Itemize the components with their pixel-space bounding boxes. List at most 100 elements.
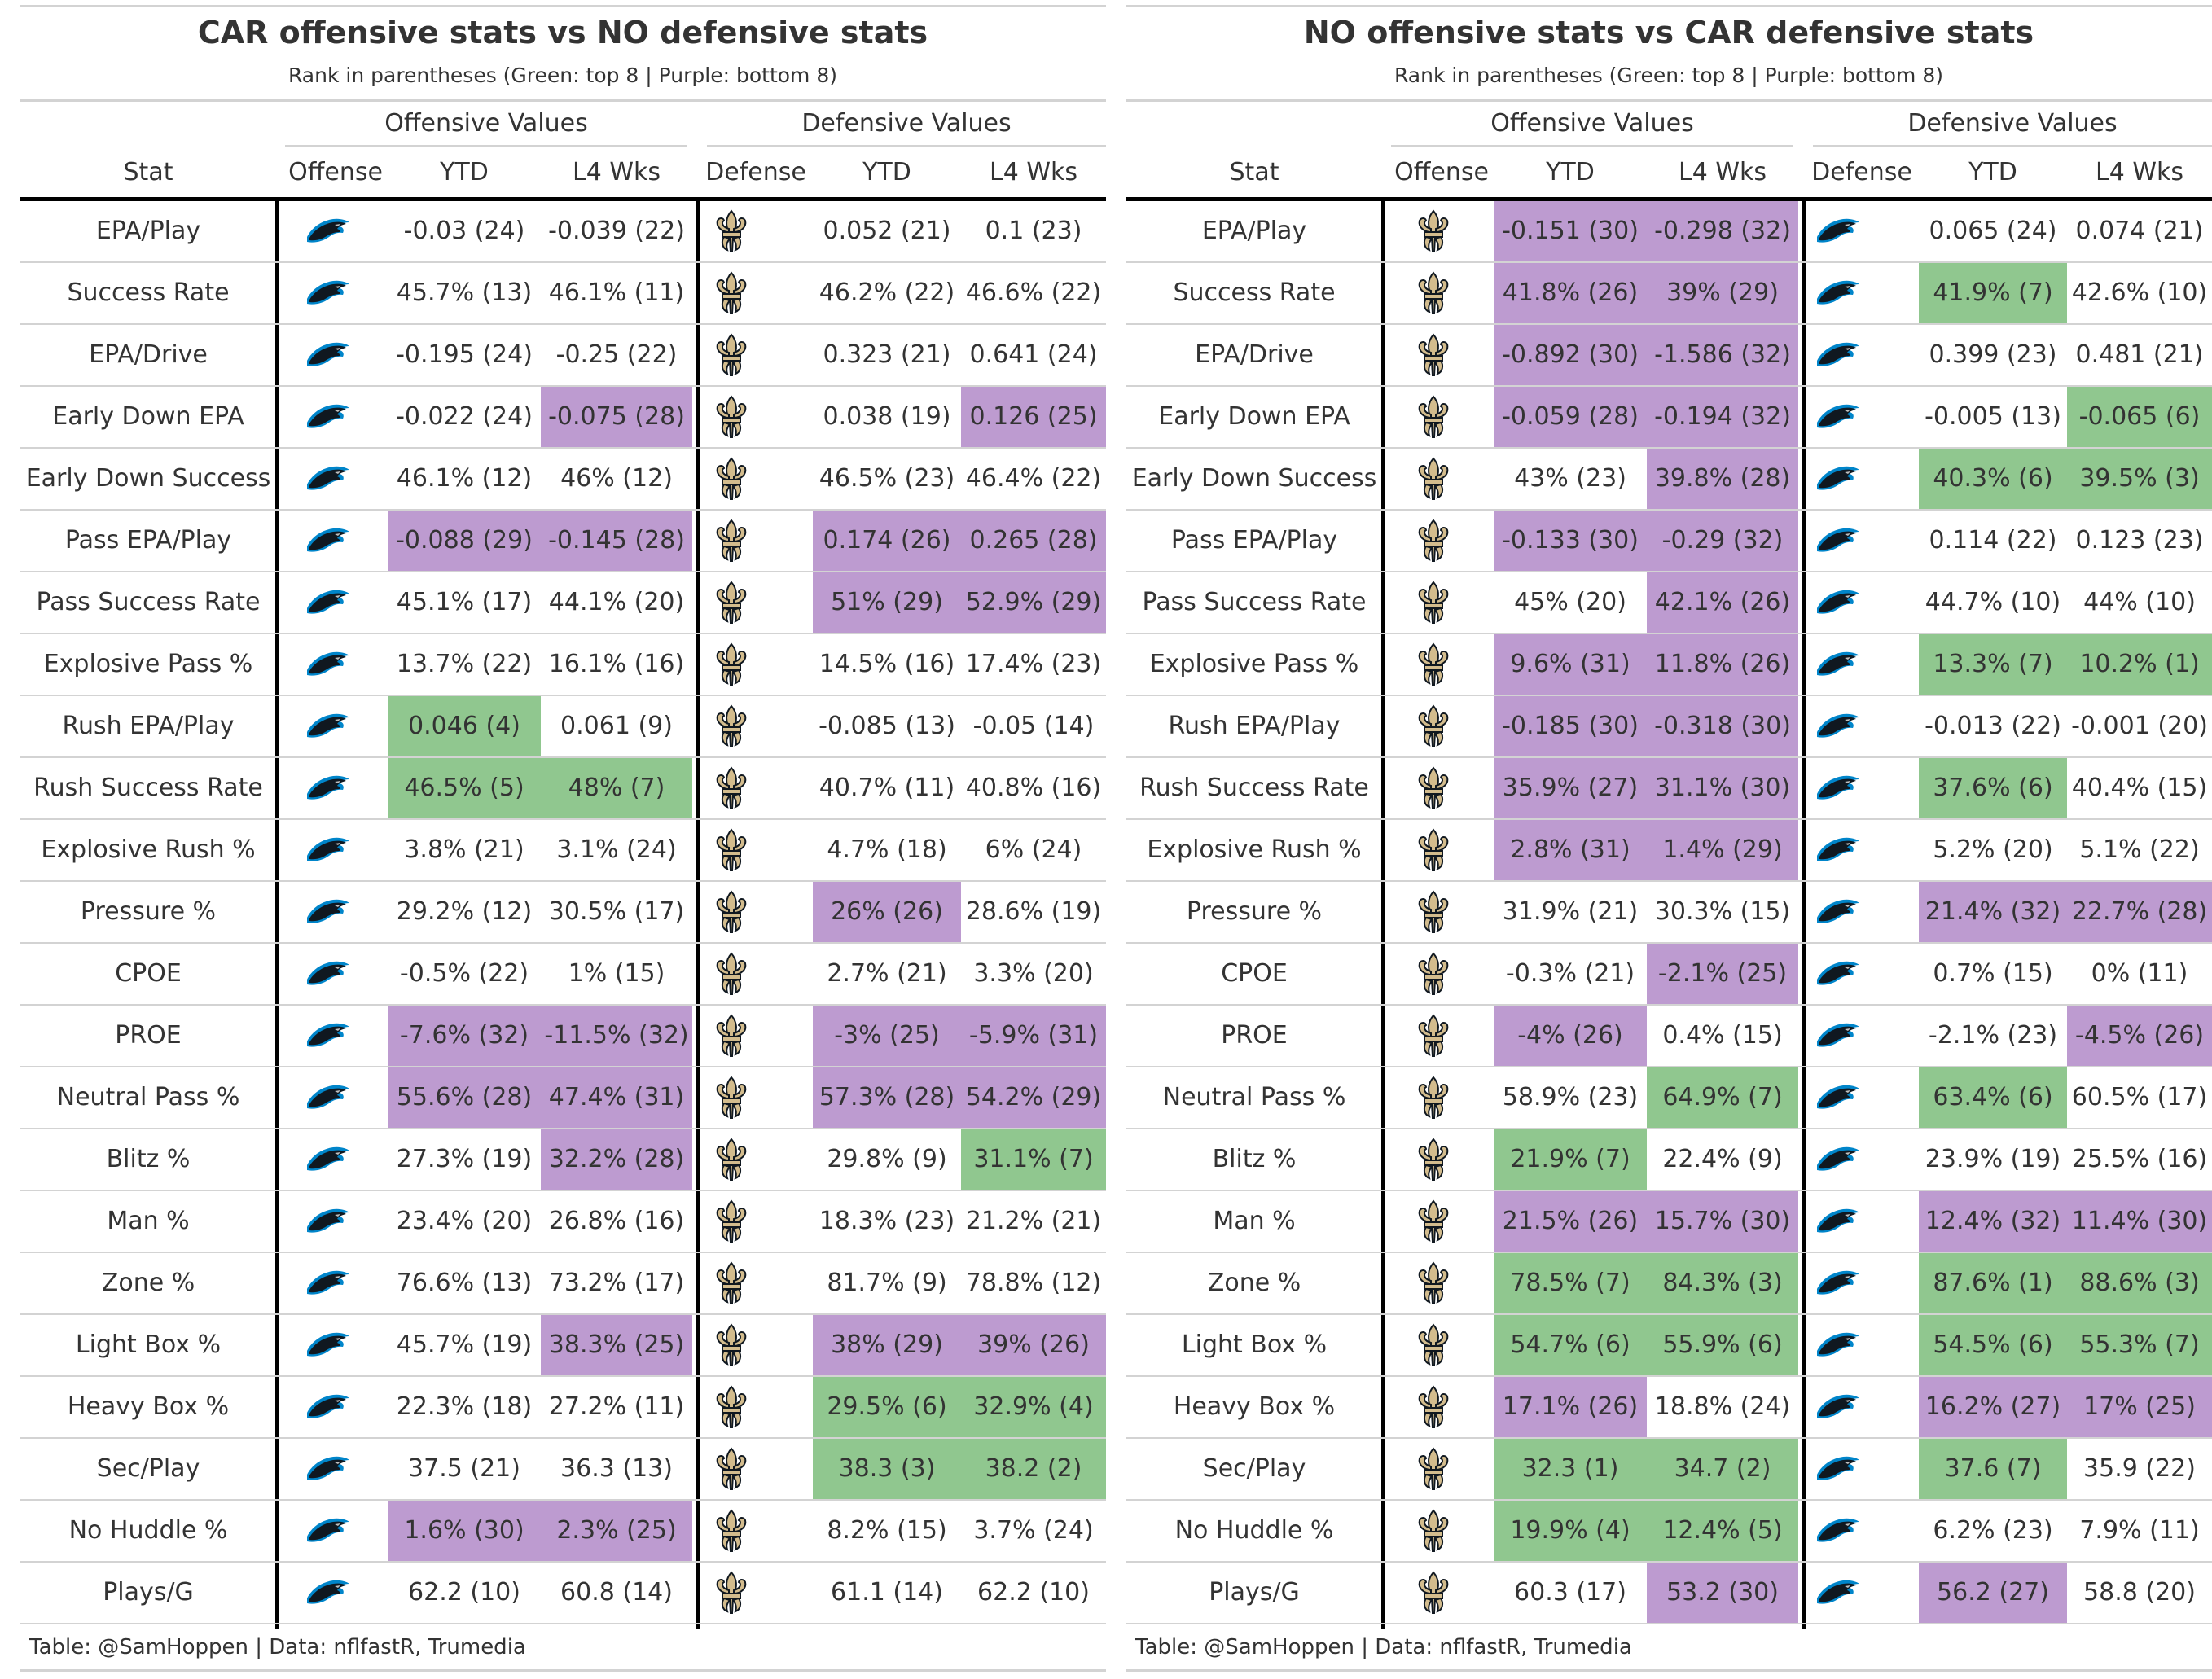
panthers-logo-icon	[279, 634, 376, 695]
offense-l4-value: 39.8% (28)	[1647, 449, 1798, 509]
panthers-logo-icon	[279, 1006, 376, 1066]
offense-l4-value: 30.5% (17)	[548, 897, 685, 926]
offense-l4-value: -0.318 (30)	[1647, 696, 1798, 756]
defense-ytd-value: 0.038 (19)	[823, 402, 951, 431]
saints-fleur-de-lis-icon	[1385, 1377, 1482, 1437]
offense-l4-value: -1.586 (32)	[1647, 325, 1798, 385]
stat-name: No Huddle %	[68, 1516, 228, 1545]
defense-ytd-value: 8.2% (15)	[827, 1516, 947, 1545]
table-row: Plays/G 62.2 (10) 60.8 (14) 61.1 (14) 62.2 (…	[20, 1563, 1106, 1624]
offense-ytd-value: 21.9% (7)	[1494, 1129, 1647, 1190]
offense-ytd-value: -0.022 (24)	[396, 402, 533, 431]
stat-name: Pass Success Rate	[1142, 588, 1367, 616]
saints-fleur-de-lis-icon	[699, 758, 764, 818]
panthers-logo-icon	[1805, 1129, 1870, 1190]
offense-ytd-value: 46.1% (12)	[396, 464, 533, 493]
stat-name: Early Down EPA	[1158, 402, 1350, 431]
saints-fleur-de-lis-icon	[699, 449, 764, 509]
defense-l4-value: -5.9% (31)	[961, 1006, 1106, 1066]
stat-name: Plays/G	[1209, 1578, 1300, 1607]
saints-fleur-de-lis-icon	[699, 1501, 764, 1561]
col-header-def-ytd: YTD	[1968, 158, 2017, 186]
spanner-offensive-values: Offensive Values	[1391, 109, 1793, 147]
offense-ytd-value: -0.892 (30)	[1494, 325, 1647, 385]
defense-ytd-value: 0.114 (22)	[1929, 526, 2057, 555]
defense-l4-value: 58.8 (20)	[2083, 1578, 2196, 1607]
saints-fleur-de-lis-icon	[1385, 1191, 1482, 1252]
defense-l4-value: 88.6% (3)	[2067, 1253, 2212, 1313]
table-row: EPA/Drive -0.195 (24) -0.25 (22) 0.323 (21)…	[20, 325, 1106, 387]
offense-ytd-value: -0.185 (30)	[1494, 696, 1647, 756]
stat-name: Explosive Pass %	[1149, 650, 1359, 678]
offense-l4-value: 15.7% (30)	[1647, 1191, 1798, 1252]
offense-l4-value: 12.4% (5)	[1647, 1501, 1798, 1561]
offense-l4-value: 64.9% (7)	[1647, 1067, 1798, 1128]
offense-l4-value: 26.8% (16)	[548, 1207, 685, 1235]
offense-ytd-value: 37.5 (21)	[408, 1454, 520, 1483]
saints-fleur-de-lis-icon	[1385, 1006, 1482, 1066]
stat-name: CPOE	[115, 959, 182, 988]
panthers-logo-icon	[279, 944, 376, 1004]
defense-l4-value: 10.2% (1)	[2067, 634, 2212, 695]
defense-ytd-value: 13.3% (7)	[1919, 634, 2067, 695]
table-row: Explosive Rush % 3.8% (21) 3.1% (24) 4.7% (…	[20, 820, 1106, 882]
saints-fleur-de-lis-icon	[699, 1191, 764, 1252]
table-row: Success Rate 41.8% (26) 39% (29) 41.9% (7) 4…	[1126, 263, 2212, 325]
car-offense-table-panel: CAR offensive stats vs NO defensive stat…	[20, 0, 1124, 1679]
saints-fleur-de-lis-icon	[1385, 1501, 1482, 1561]
offense-ytd-value: 60.3 (17)	[1514, 1578, 1626, 1607]
offense-ytd-value: -4% (26)	[1494, 1006, 1647, 1066]
defense-l4-value: 22.7% (28)	[2067, 882, 2212, 942]
offense-l4-value: 22.4% (9)	[1662, 1145, 1783, 1173]
saints-fleur-de-lis-icon	[699, 820, 764, 880]
divider-offense	[275, 201, 279, 1629]
defense-ytd-value: 26% (26)	[813, 882, 961, 942]
offense-ytd-value: -0.5% (22)	[399, 959, 529, 988]
col-header-off-l4: L4 Wks	[572, 158, 661, 186]
defense-ytd-value: 21.4% (32)	[1919, 882, 2067, 942]
defense-l4-value: 44% (10)	[2083, 588, 2196, 616]
stat-name: Rush EPA/Play	[1168, 712, 1341, 740]
offense-l4-value: -0.145 (28)	[541, 511, 692, 571]
table-row: Pass EPA/Play -0.133 (30) -0.29 (32) 0.114 …	[1126, 511, 2212, 572]
table-row: No Huddle % 1.6% (30) 2.3% (25) 8.2% (15) 3.…	[20, 1501, 1106, 1563]
panthers-logo-icon	[1805, 387, 1870, 447]
defense-l4-value: -0.05 (14)	[972, 712, 1095, 740]
offense-ytd-value: 13.7% (22)	[396, 650, 533, 678]
offense-l4-value: 42.1% (26)	[1647, 572, 1798, 633]
table-row: Zone % 76.6% (13) 73.2% (17) 81.7% (9) 78.8%…	[20, 1253, 1106, 1315]
table-row: Neutral Pass % 58.9% (23) 64.9% (7) 63.4% (…	[1126, 1067, 2212, 1129]
saints-fleur-de-lis-icon	[699, 1129, 764, 1190]
defense-ytd-value: 38% (29)	[813, 1315, 961, 1375]
defense-l4-value: 35.9 (22)	[2083, 1454, 2196, 1483]
offense-l4-value: -0.075 (28)	[541, 387, 692, 447]
offense-ytd-value: 29.2% (12)	[396, 897, 533, 926]
saints-fleur-de-lis-icon	[699, 696, 764, 756]
panthers-logo-icon	[1805, 1377, 1870, 1437]
defense-ytd-value: 37.6% (6)	[1919, 758, 2067, 818]
stat-name: Pass EPA/Play	[64, 526, 232, 555]
defense-ytd-value: 56.2 (27)	[1919, 1563, 2067, 1623]
defense-l4-value: 46.4% (22)	[965, 464, 1102, 493]
offense-l4-value: 46% (12)	[560, 464, 673, 493]
table-row: Pass Success Rate 45.1% (17) 44.1% (20) 51%…	[20, 572, 1106, 634]
saints-fleur-de-lis-icon	[1385, 1315, 1482, 1375]
offense-l4-value: 47.4% (31)	[541, 1067, 692, 1128]
stat-name: Blitz %	[106, 1145, 191, 1173]
defense-ytd-value: -0.013 (22)	[1925, 712, 2061, 740]
panthers-logo-icon	[1805, 1006, 1870, 1066]
saints-fleur-de-lis-icon	[1385, 1067, 1482, 1128]
stat-name: Neutral Pass %	[1162, 1083, 1346, 1111]
defense-l4-value: 32.9% (4)	[961, 1377, 1106, 1437]
panthers-logo-icon	[1805, 820, 1870, 880]
offense-l4-value: 48% (7)	[541, 758, 692, 818]
stat-name: Explosive Pass %	[43, 650, 253, 678]
offense-l4-value: 16.1% (16)	[548, 650, 685, 678]
defense-ytd-value: 0.323 (21)	[823, 340, 951, 369]
table-row: Light Box % 45.7% (19) 38.3% (25) 38% (29) 3…	[20, 1315, 1106, 1377]
table-row: Heavy Box % 17.1% (26) 18.8% (24) 16.2% (27…	[1126, 1377, 2212, 1439]
panthers-logo-icon	[279, 820, 376, 880]
defense-l4-value: -0.001 (20)	[2071, 712, 2208, 740]
col-header-off-ytd: YTD	[1546, 158, 1595, 186]
table-row: Pressure % 31.9% (21) 30.3% (15) 21.4% (32)…	[1126, 882, 2212, 944]
